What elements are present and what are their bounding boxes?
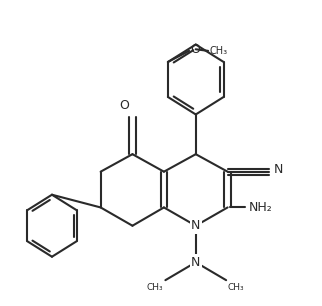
Text: N: N (191, 219, 201, 232)
Text: CH₃: CH₃ (228, 282, 245, 292)
Text: O: O (119, 99, 129, 113)
Text: CH₃: CH₃ (147, 282, 164, 292)
Text: O: O (191, 43, 200, 56)
Text: N: N (191, 256, 201, 269)
Text: N: N (273, 163, 283, 176)
Text: CH₃: CH₃ (210, 46, 228, 56)
Text: NH₂: NH₂ (249, 201, 273, 214)
